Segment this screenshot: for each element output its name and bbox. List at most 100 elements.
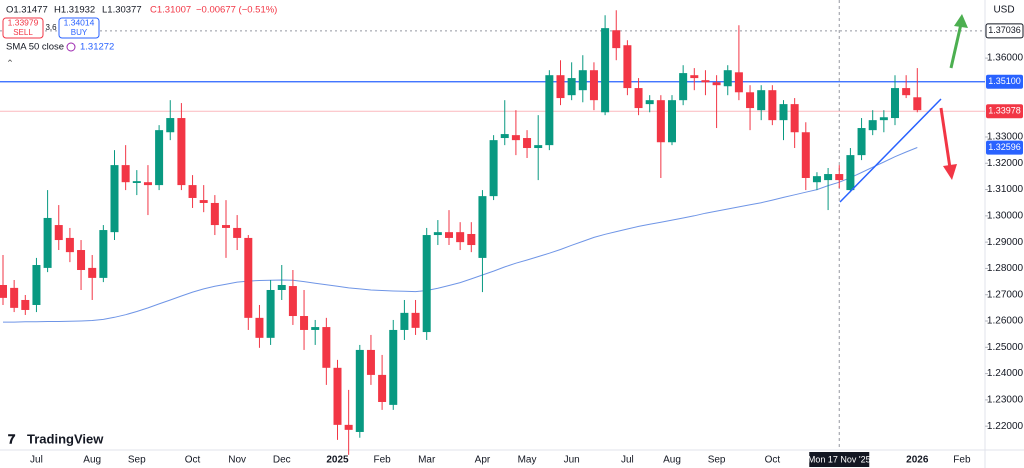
x-tick-label: Aug xyxy=(83,455,101,466)
sell-box[interactable] xyxy=(2,17,44,39)
buy-button[interactable]: 1.34014 BUY xyxy=(58,17,100,39)
candle-body xyxy=(523,138,532,149)
sell-button[interactable]: 1.33979 SELL xyxy=(2,17,44,39)
candle-body xyxy=(10,287,19,308)
candle xyxy=(545,70,554,151)
x-tick-label: Jul xyxy=(30,455,43,466)
x-tick-label: Apr xyxy=(475,455,491,466)
candle-body xyxy=(835,174,844,181)
buy-label[interactable]: BUY xyxy=(71,28,88,37)
down-arrow-head xyxy=(943,164,957,180)
candle-body xyxy=(467,233,476,246)
buy-price[interactable]: 1.34014 xyxy=(64,17,95,27)
price-label-box xyxy=(986,140,1023,155)
collapse-icon[interactable]: ⌃ xyxy=(6,59,14,70)
sell-price[interactable]: 1.33979 xyxy=(8,17,39,27)
y-tick-label: 1.33000 xyxy=(987,132,1024,143)
sma-value: 1.31272 xyxy=(80,42,114,53)
candle-body xyxy=(500,134,509,139)
x-tick-label: Oct xyxy=(765,455,781,466)
candle xyxy=(868,110,877,136)
x-tick-label: Dec xyxy=(273,455,291,466)
ohlc-close: C1.31007 xyxy=(150,5,191,16)
x-tick-label: Feb xyxy=(373,455,391,466)
y-tick-label: 1.23000 xyxy=(987,395,1024,406)
ohlc-high: H1.31932 xyxy=(54,5,95,16)
candle-body xyxy=(400,312,409,330)
candle-body xyxy=(21,299,30,310)
candle-body xyxy=(746,92,755,109)
price-label: 1.37036 xyxy=(988,25,1021,35)
candle-body xyxy=(422,235,431,333)
candle-body xyxy=(411,312,420,328)
candle-body xyxy=(77,250,86,271)
candle xyxy=(400,299,409,340)
candle xyxy=(511,110,520,156)
candle xyxy=(43,190,52,273)
candle-body xyxy=(0,284,7,298)
candle xyxy=(389,319,398,410)
candle xyxy=(790,98,799,149)
y-tick-label: 1.29000 xyxy=(987,237,1024,248)
candle-body xyxy=(567,78,576,96)
candle-body xyxy=(801,132,810,178)
candle-body xyxy=(266,289,275,338)
candle xyxy=(121,145,130,191)
x-tick-label: Mar xyxy=(418,455,436,466)
ohlc-header: O1.31477 H1.31932 L1.30377 C1.31007 −0.0… xyxy=(6,5,277,16)
candle xyxy=(601,15,610,116)
candle xyxy=(311,319,320,345)
candle xyxy=(701,70,710,96)
candle xyxy=(812,172,821,191)
candle xyxy=(523,130,532,159)
y-tick-label: 1.30000 xyxy=(987,210,1024,221)
candle xyxy=(132,170,141,196)
sell-label[interactable]: SELL xyxy=(13,28,33,37)
candle xyxy=(456,222,465,251)
candle xyxy=(199,185,208,213)
candle-body xyxy=(288,286,297,317)
candle xyxy=(656,95,665,178)
y-tick-label: 1.24000 xyxy=(987,368,1024,379)
ohlc-low: L1.30377 xyxy=(102,5,142,16)
candle xyxy=(155,125,164,191)
x-tick-label: Nov xyxy=(228,455,246,466)
candle-body xyxy=(478,196,487,258)
candle xyxy=(333,359,342,440)
candle-body xyxy=(333,367,342,425)
price-label: 1.35100 xyxy=(988,76,1021,86)
candle-body xyxy=(902,88,911,96)
candle-body xyxy=(244,237,253,318)
buy-box[interactable] xyxy=(58,17,100,39)
candle-body xyxy=(32,265,41,305)
candle xyxy=(99,225,108,283)
candle-body xyxy=(879,117,888,121)
candle xyxy=(824,168,833,211)
candle-body xyxy=(868,120,877,131)
candle-body xyxy=(355,349,364,432)
candle-body xyxy=(255,317,264,338)
x-tick-label: Jun xyxy=(564,455,580,466)
candle xyxy=(913,68,922,113)
candle-body xyxy=(723,70,732,87)
candle-body xyxy=(578,70,587,91)
x-tick-label: 2025 xyxy=(326,455,349,466)
candle xyxy=(355,344,364,438)
candle xyxy=(556,60,565,106)
candle-body xyxy=(857,128,866,156)
x-tick-label: Sep xyxy=(708,455,726,466)
candle-body xyxy=(210,202,219,226)
candle xyxy=(589,62,598,111)
x-tick-label: 2026 xyxy=(906,455,929,466)
candle-body xyxy=(277,284,286,290)
down-arrow xyxy=(939,107,952,169)
sma-line xyxy=(3,147,918,323)
candle-body xyxy=(233,227,242,238)
settings-icon[interactable] xyxy=(66,42,76,52)
logo: 𝟕 TradingView xyxy=(8,431,104,446)
candle-body xyxy=(824,174,833,181)
candle xyxy=(88,255,97,300)
x-tick-label: Oct xyxy=(185,455,201,466)
